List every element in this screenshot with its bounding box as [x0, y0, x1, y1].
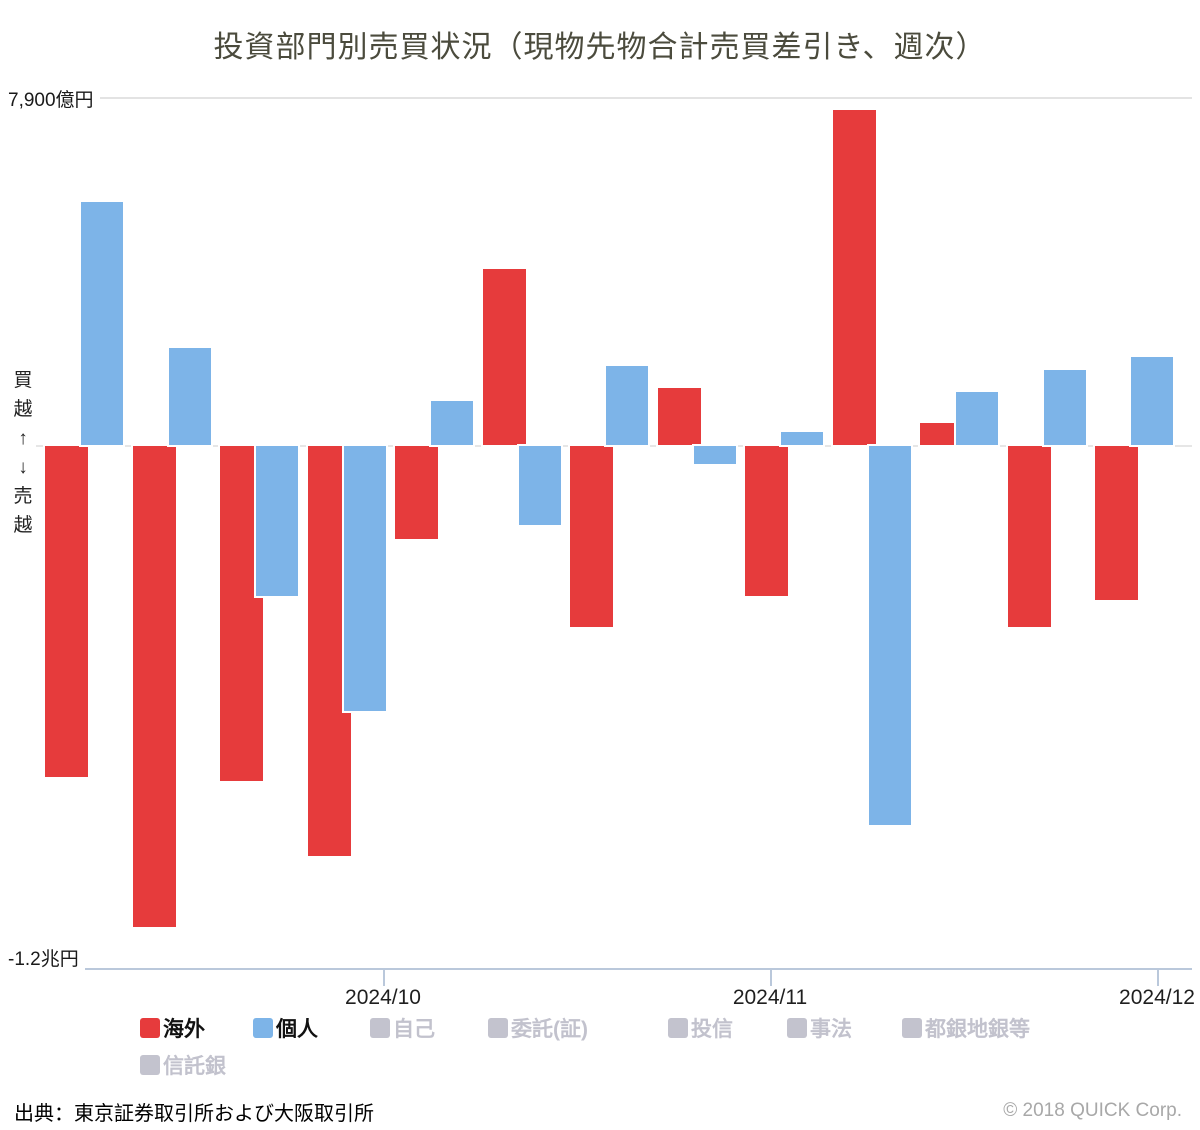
bar-individual — [429, 398, 475, 447]
legend-label-trust-banks: 信託銀 — [163, 1055, 226, 1078]
legend-swatch-investment-trust — [668, 1018, 688, 1038]
gridline-min — [8, 968, 1192, 970]
legend-item-city-regional-banks[interactable]: 都銀地銀等 — [902, 1016, 1030, 1041]
bar-overseas — [218, 443, 265, 784]
bar-overseas — [1093, 443, 1140, 603]
legend-label-proprietary: 自己 — [393, 1018, 435, 1041]
bar-individual — [1129, 354, 1175, 447]
bar-overseas — [918, 420, 965, 447]
legend-swatch-trust-banks — [140, 1055, 160, 1075]
x-tick — [1157, 969, 1159, 986]
legend-item-brokerage[interactable]: 委託(証) — [488, 1016, 588, 1041]
legend-label-business-corp: 事法 — [810, 1018, 852, 1041]
y-axis-max-label: 7,900億円 — [8, 85, 100, 112]
bar-individual — [516, 443, 563, 528]
legend-label-brokerage: 委託(証) — [511, 1018, 588, 1041]
legend-label-city-regional-banks: 都銀地銀等 — [925, 1018, 1030, 1041]
bar-individual — [954, 390, 1000, 447]
x-tick-label: 2024/10 — [345, 986, 421, 1009]
legend-item-overseas[interactable]: 海外 — [140, 1016, 205, 1041]
source-note: 出典：東京証券取引所および大阪取引所 — [14, 1103, 374, 1125]
legend-label-overseas: 海外 — [163, 1018, 205, 1041]
bar-individual — [866, 443, 913, 828]
bar-overseas — [43, 444, 90, 779]
legend-item-trust-banks[interactable]: 信託銀 — [140, 1053, 226, 1078]
bar-individual — [166, 345, 213, 447]
bar-overseas — [655, 385, 703, 447]
bar-individual — [691, 444, 738, 466]
gridline-max — [8, 97, 1192, 99]
legend-swatch-individual — [253, 1018, 273, 1038]
bar-individual — [1041, 368, 1088, 447]
page-title: 投資部門別売買状況（現物先物合計売買差引き、週次） — [213, 31, 987, 64]
legend-label-individual: 個人 — [276, 1018, 318, 1041]
y-axis-direction-label: 買 越 ↑ ↓ 売 越 — [13, 370, 33, 536]
bar-individual — [79, 200, 125, 447]
bar-overseas — [480, 266, 528, 447]
bar-overseas — [130, 444, 178, 929]
legend-item-business-corp[interactable]: 事法 — [787, 1016, 852, 1041]
bar-overseas — [1005, 444, 1053, 629]
gridline-zero — [36, 445, 1192, 447]
x-tick-label: 2024/11 — [732, 986, 808, 1009]
legend-swatch-business-corp — [787, 1018, 807, 1038]
bar-overseas — [305, 443, 353, 859]
copyright-note: © 2018 QUICK Corp. — [1003, 1100, 1182, 1121]
x-tick — [383, 969, 385, 986]
bar-overseas — [568, 444, 615, 629]
legend-item-investment-trust[interactable]: 投信 — [668, 1016, 733, 1041]
legend-swatch-brokerage — [488, 1018, 508, 1038]
bar-overseas — [743, 444, 790, 598]
x-tick-label: 2024/12 — [1119, 986, 1195, 1009]
legend-item-individual[interactable]: 個人 — [253, 1016, 318, 1041]
legend-swatch-city-regional-banks — [902, 1018, 922, 1038]
bar-individual — [604, 363, 650, 447]
bar-overseas — [830, 107, 878, 447]
legend-label-investment-trust: 投信 — [691, 1018, 733, 1041]
bar-individual — [341, 444, 388, 713]
legend-swatch-proprietary — [370, 1018, 390, 1038]
y-axis-min-label: -1.2兆円 — [8, 944, 85, 971]
bar-individual — [779, 429, 825, 448]
bar-overseas — [393, 444, 440, 541]
legend-item-proprietary[interactable]: 自己 — [370, 1016, 435, 1041]
x-tick — [770, 969, 772, 986]
legend-swatch-overseas — [140, 1018, 160, 1038]
bar-individual — [254, 444, 300, 598]
